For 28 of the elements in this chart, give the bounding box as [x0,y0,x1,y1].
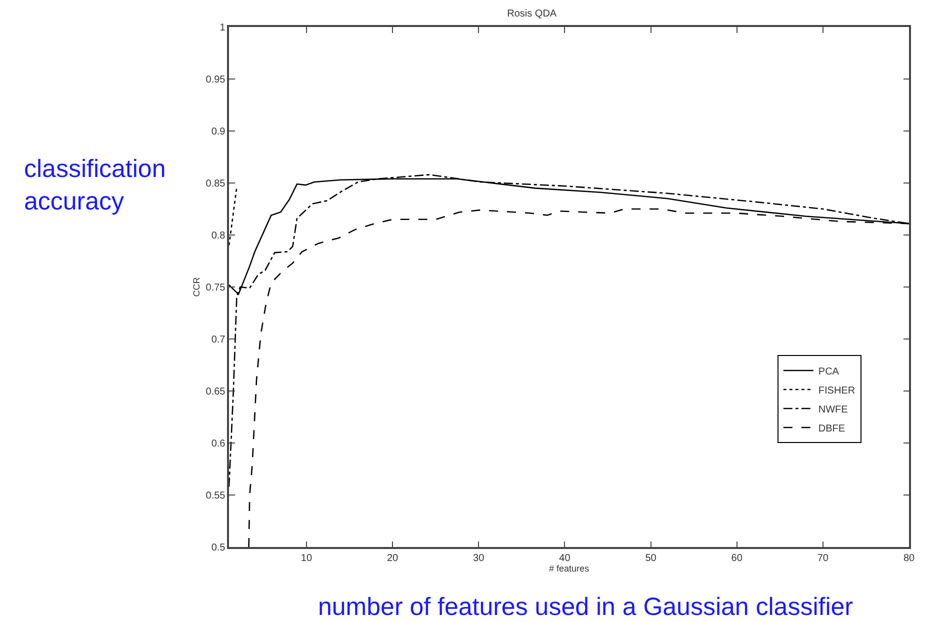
x-tick-label: 40 [559,552,571,564]
chart-title: Rosis QDA [507,8,557,20]
legend-label: DBFE [818,423,846,434]
legend-label: NWFE [818,404,848,416]
x-tick-label: 20 [386,552,399,564]
x-axis-title: # features [548,564,590,574]
y-tick-label: 0.7 [211,334,226,346]
y-tick-label: 0.75 [206,282,226,294]
y-tick-label: 0.65 [206,386,226,398]
x-tick-label: 30 [473,552,485,564]
legend-label: PCA [818,366,840,378]
text: number of features used in a Gaussian classifier [318,593,853,621]
y-tick-label: 0.6 [211,438,226,450]
x-tick-label: 70 [817,552,829,564]
x-tick-label: 80 [903,552,915,564]
y-axis-title: CCR [192,276,202,297]
legend-label: FISHER [818,385,856,396]
y-tick-label: 0.8 [211,230,226,242]
y-tick-label: 0.85 [206,178,226,190]
y-tick-label: 0.5 [211,542,226,554]
x-tick-label: 60 [731,552,743,564]
y-tick-label: 0.9 [211,126,226,138]
y-tick-label: 0.55 [206,490,226,502]
y-tick-label: 1 [220,22,226,34]
text: classification accuracy [24,155,166,216]
x-tick-label: 50 [645,552,657,564]
x-tick-label: 10 [300,552,312,564]
y-tick-label: 0.95 [206,74,226,86]
